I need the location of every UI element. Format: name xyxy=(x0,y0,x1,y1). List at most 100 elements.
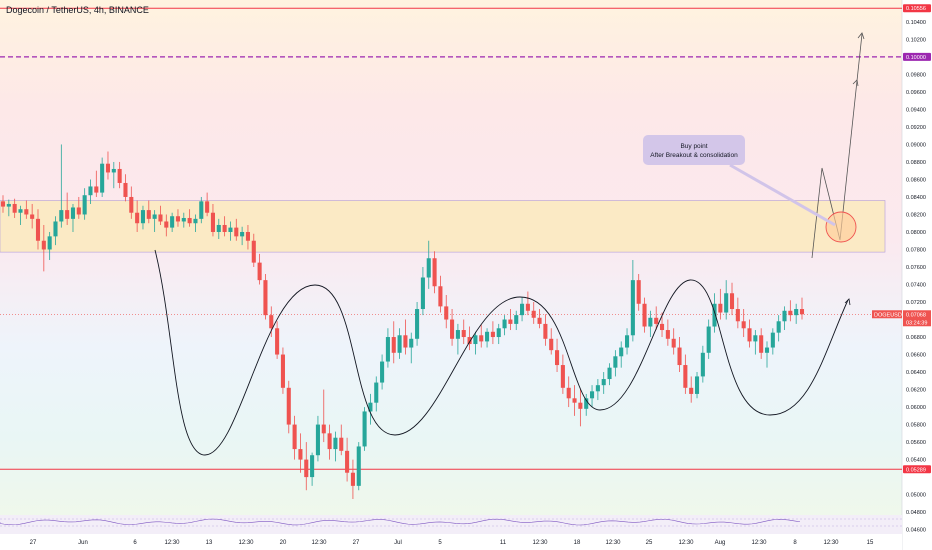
candle-body xyxy=(420,277,425,310)
price-tick-label: 0.04800 xyxy=(906,510,926,516)
price-tick-label: 0.08200 xyxy=(906,212,926,218)
candle-body xyxy=(356,446,361,486)
time-tick-label: Jul xyxy=(394,540,402,546)
candle-body xyxy=(362,411,367,447)
candle-body xyxy=(584,398,589,409)
candle-body xyxy=(100,163,105,193)
candle-body xyxy=(782,310,787,322)
candle-body xyxy=(292,424,297,450)
candle-body xyxy=(764,347,770,353)
candle-body xyxy=(35,218,41,241)
price-tick-label: 0.09800 xyxy=(906,72,926,78)
candle-body xyxy=(706,326,711,353)
candle-body xyxy=(455,330,460,339)
time-tick-label: 13 xyxy=(206,540,213,546)
level-price-tag-0 xyxy=(903,4,931,13)
candle-body xyxy=(572,398,577,403)
candle-body xyxy=(269,315,274,329)
candle-body xyxy=(275,328,280,355)
candle-body xyxy=(88,186,93,196)
last-price-tag xyxy=(903,310,931,327)
level-price-tag-1 xyxy=(903,52,931,61)
candle-body xyxy=(700,352,705,377)
candle-body xyxy=(543,323,548,339)
last-price-text: 0.07068 xyxy=(906,312,926,318)
candle-body xyxy=(315,424,320,456)
price-tick-label: 0.08400 xyxy=(906,195,926,201)
candle-body xyxy=(485,331,490,342)
price-tick-label: 0.08800 xyxy=(906,160,926,166)
price-tick-label: 0.05000 xyxy=(906,493,926,499)
projection-curve xyxy=(154,249,849,456)
time-tick-label: 6 xyxy=(133,540,137,546)
candle-body xyxy=(129,196,134,213)
candle-body xyxy=(409,338,414,348)
candle-body xyxy=(82,195,87,215)
candle-body xyxy=(205,201,210,213)
candle-body xyxy=(170,216,175,228)
candle-body xyxy=(735,309,740,322)
time-tick-label: 20 xyxy=(280,540,287,546)
candle-body xyxy=(47,236,52,250)
candle-body xyxy=(595,385,600,392)
candle-body xyxy=(304,459,309,478)
candle-body xyxy=(502,319,507,329)
candle-body xyxy=(210,212,215,232)
time-tick-label: 18 xyxy=(574,540,581,546)
price-tick-label: 0.08000 xyxy=(906,230,926,236)
level-layer xyxy=(0,7,902,470)
candle-body xyxy=(659,323,665,331)
candle-body xyxy=(391,337,396,353)
chart-title: Dogecoin / TetherUS, 4h, BINANCE xyxy=(6,5,149,15)
price-tick-label: 0.07800 xyxy=(906,247,926,253)
time-tick-label: 11 xyxy=(500,540,507,546)
candle-body xyxy=(333,437,338,450)
candle-body xyxy=(665,330,670,339)
candle-body xyxy=(683,365,688,388)
candle-body xyxy=(152,214,157,219)
candle-body xyxy=(65,210,70,219)
candle-body xyxy=(286,387,291,425)
candle-body xyxy=(724,293,729,313)
time-tick-label: 12:30 xyxy=(678,540,694,546)
price-tick-label: 0.05400 xyxy=(906,458,926,464)
candle-body xyxy=(648,317,653,327)
candle-body xyxy=(788,310,793,316)
price-tick-label: 0.06400 xyxy=(906,370,926,376)
time-axis-panel xyxy=(0,534,902,550)
level-price-tag-text-0: 0.10556 xyxy=(906,6,926,12)
candle-body xyxy=(799,309,805,315)
candle-body xyxy=(193,218,198,224)
candle-body xyxy=(759,335,764,353)
candle-body xyxy=(146,210,151,219)
candle-body xyxy=(70,207,76,219)
candle-body xyxy=(12,203,17,213)
time-tick-label: Aug xyxy=(715,540,726,546)
candle-body xyxy=(578,402,583,409)
candle-body xyxy=(555,350,560,366)
candle-body xyxy=(199,201,204,219)
candle-body xyxy=(444,306,449,320)
price-tick-label: 0.06000 xyxy=(906,405,926,411)
candle-body xyxy=(770,332,775,348)
curve-arrow-head xyxy=(844,298,851,306)
candle-body xyxy=(531,310,536,318)
candle-body xyxy=(251,240,256,263)
time-tick-label: 12:30 xyxy=(164,540,180,546)
countdown-text: 03:24:39 xyxy=(906,320,927,326)
plot-background xyxy=(0,0,902,534)
candle-body xyxy=(566,387,571,399)
symbol-tag-text: DOGEUSDT xyxy=(874,312,906,318)
price-tick-label: 0.10400 xyxy=(906,20,926,26)
price-tick-label: 0.04600 xyxy=(906,528,926,534)
candle-body xyxy=(245,231,250,241)
candle-body xyxy=(642,303,647,327)
price-tick-label: 0.05800 xyxy=(906,423,926,429)
indicator-line xyxy=(0,518,801,526)
time-tick-label: 27 xyxy=(353,540,360,546)
candle-body xyxy=(385,337,390,362)
candle-body xyxy=(689,387,694,394)
buy-point-circle xyxy=(825,211,857,243)
